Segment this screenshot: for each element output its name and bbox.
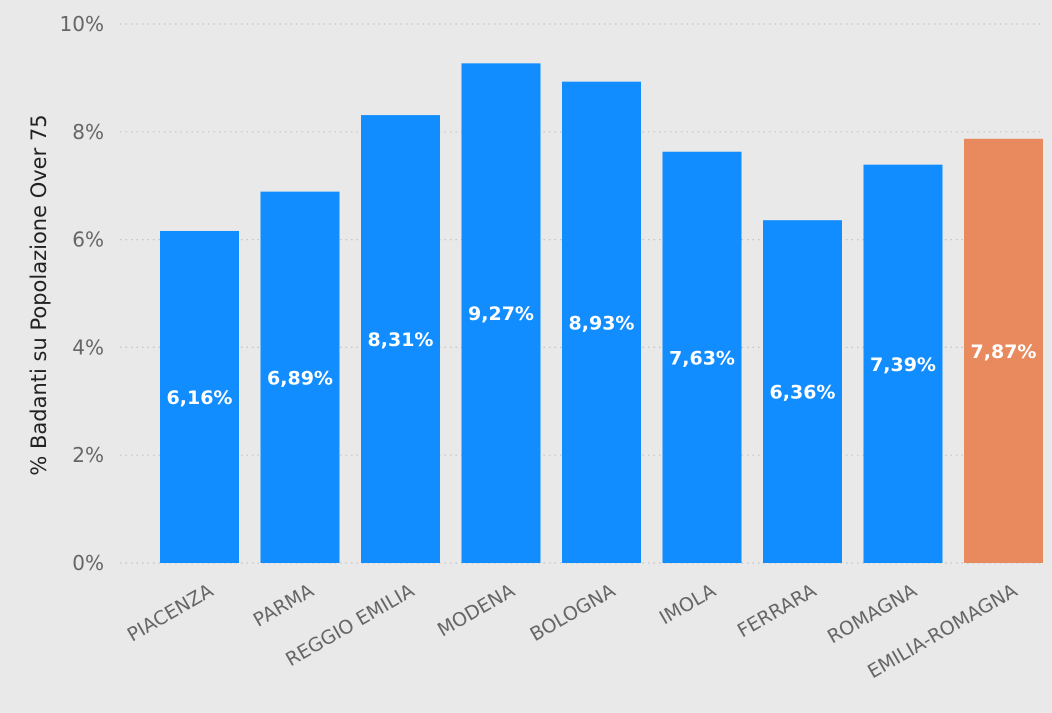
data-label: 6,16% bbox=[167, 387, 233, 409]
x-tick-label: BOLOGNA bbox=[526, 580, 619, 646]
y-tick-label: 0% bbox=[72, 551, 104, 575]
bars bbox=[160, 63, 1043, 564]
data-label: 8,93% bbox=[569, 312, 635, 334]
y-tick-label: 4% bbox=[72, 335, 104, 359]
bar bbox=[763, 220, 842, 564]
data-label: 6,89% bbox=[267, 367, 333, 389]
data-label: 6,36% bbox=[770, 382, 836, 404]
bar bbox=[562, 81, 641, 563]
y-tick-label: 10% bbox=[60, 12, 104, 36]
x-tick-label: MODENA bbox=[434, 580, 519, 642]
x-tick-label: PARMA bbox=[250, 580, 318, 632]
data-labels: 6,16% 6,89% 8,31% 9,27% 8,93% 7,63% 6,36% 7,39%… bbox=[167, 303, 1037, 409]
bar bbox=[863, 164, 943, 563]
y-tick-label: 6% bbox=[72, 228, 104, 252]
bar bbox=[964, 138, 1043, 563]
bar bbox=[662, 151, 742, 564]
x-tick-label: IMOLA bbox=[656, 580, 720, 630]
bar bbox=[361, 115, 440, 563]
bar bbox=[461, 63, 541, 564]
y-axis-label: % Badanti su Popolazione Over 75 bbox=[27, 114, 51, 475]
x-tick-label: ROMAGNA bbox=[824, 580, 921, 649]
data-label: 8,31% bbox=[368, 329, 434, 351]
y-tick-label: 8% bbox=[72, 120, 104, 144]
bar bbox=[160, 230, 239, 563]
y-axis-ticks: 0% 2% 4% 6% 8% 10% bbox=[60, 12, 104, 575]
y-tick-label: 2% bbox=[72, 443, 104, 467]
x-tick-label: FERRARA bbox=[734, 580, 820, 643]
data-label: 7,39% bbox=[870, 354, 936, 376]
data-label: 7,63% bbox=[669, 347, 735, 369]
x-tick-label: PIACENZA bbox=[124, 580, 217, 647]
data-label: 7,87% bbox=[971, 341, 1037, 363]
data-label: 9,27% bbox=[468, 303, 534, 325]
bar bbox=[260, 191, 340, 563]
